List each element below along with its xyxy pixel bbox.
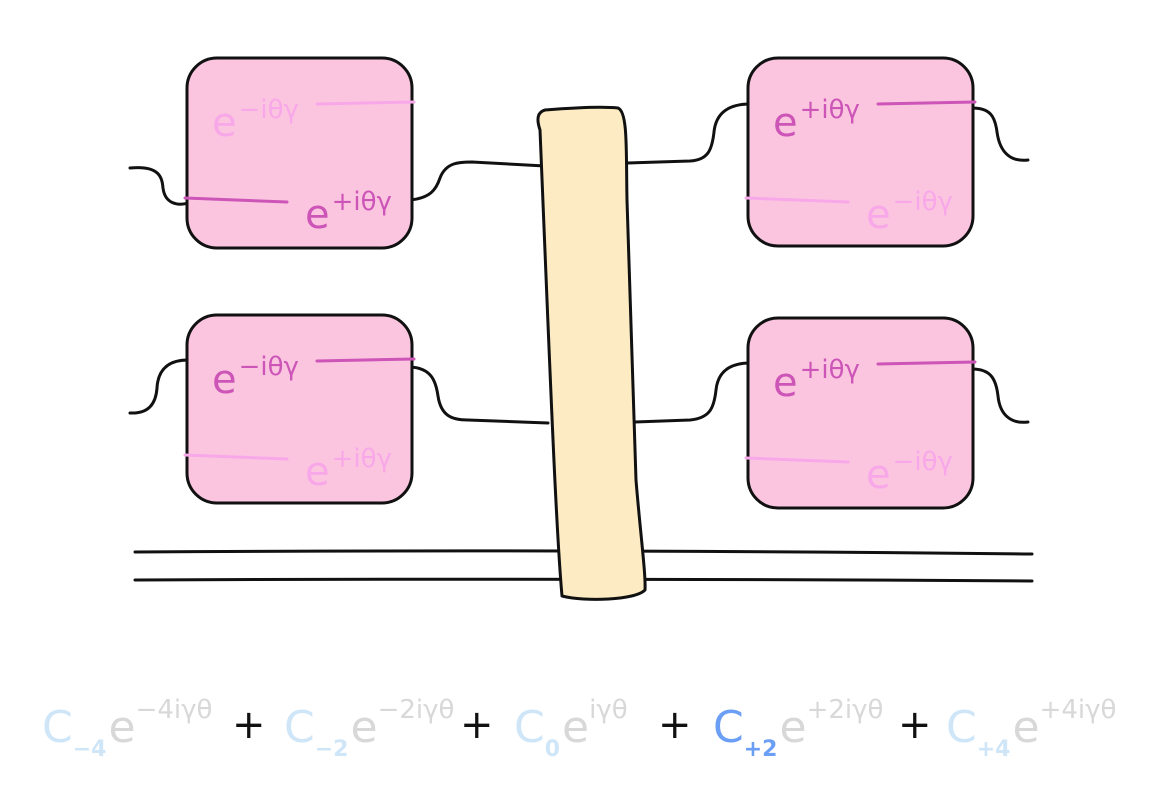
coefficient-subscript: 0 <box>545 737 560 762</box>
exponent: −2iγθ <box>378 695 455 725</box>
phase-label-bottom-base: e <box>866 452 891 498</box>
phase-label-top-exponent: −iθγ <box>239 95 299 125</box>
exponent: iγθ <box>589 695 628 725</box>
box-top-left-frame <box>185 56 414 250</box>
coefficient-subscript: +4 <box>977 737 1011 762</box>
phase-label-bottom-base: e <box>305 449 330 495</box>
phase-label-bottom-base: e <box>866 192 891 238</box>
coefficient-letter: C <box>713 702 744 753</box>
index-line-top <box>315 100 416 106</box>
phase-label-bottom-exponent: −iθγ <box>893 187 953 217</box>
exponential-base: e <box>108 702 135 753</box>
phase-label-top: e−iθγ <box>212 352 299 403</box>
phase-label-top: e+iθγ <box>773 355 860 406</box>
index-line-bottom <box>744 196 850 204</box>
phase-label-top-exponent: −iθγ <box>239 352 299 382</box>
phase-label-top: e+iθγ <box>773 95 860 146</box>
equation-term: C−2e−2iγθ <box>284 695 454 762</box>
exponential-base: e <box>1012 702 1039 753</box>
coefficient: C+2e+2iγθ <box>713 695 883 762</box>
phase-label-top-base: e <box>773 360 798 406</box>
phase-label-bottom: e−iθγ <box>866 447 953 498</box>
exponent: +2iγθ <box>807 695 884 725</box>
box-bottom-left-frame <box>185 313 414 505</box>
coefficient-letter: C <box>946 702 977 753</box>
exponential-base: e <box>779 702 806 753</box>
exponential-base: e <box>350 702 377 753</box>
phase-label-bottom: e+iθγ <box>305 187 392 238</box>
index-line-top <box>876 100 977 106</box>
equation-term: C+2e+2iγθ <box>713 695 883 762</box>
phase-label-top-base: e <box>773 100 798 146</box>
coefficient-letter: C <box>514 702 545 753</box>
index-line-bottom <box>744 456 850 464</box>
plus-sign: + <box>898 702 932 748</box>
index-line-top <box>315 357 416 363</box>
coefficient-letter: C <box>284 702 315 753</box>
connector-wires <box>128 102 1030 425</box>
plus-sign: + <box>460 702 494 748</box>
exponent: +4iγθ <box>1040 695 1117 725</box>
equation: C−4e−4iγθ C−2e−2iγθ C0eiγθ C+2e+2iγθ C+4e+4i… <box>42 695 1116 762</box>
coefficient: C+4e+4iγθ <box>946 695 1116 762</box>
index-line-top <box>876 360 977 366</box>
phase-label-top: e−iθγ <box>212 95 299 146</box>
plus-sign: + <box>658 702 692 748</box>
plus-sign: + <box>232 702 266 748</box>
phase-label-top-base: e <box>212 100 237 146</box>
index-line-bottom <box>183 196 289 204</box>
coefficient: C0eiγθ <box>514 695 628 762</box>
phase-label-bottom: e+iθγ <box>305 444 392 495</box>
phase-label-bottom-base: e <box>305 192 330 238</box>
phase-label-bottom-exponent: +iθγ <box>332 444 392 474</box>
coefficient-letter: C <box>42 702 73 753</box>
exponential-base: e <box>562 702 589 753</box>
coefficient-subscript: −2 <box>315 737 349 762</box>
coefficient: C−2e−2iγθ <box>284 695 454 762</box>
phase-label-bottom-exponent: −iθγ <box>893 447 953 477</box>
coefficient: C−4e−4iγθ <box>42 695 212 762</box>
phase-label-top-exponent: +iθγ <box>800 95 860 125</box>
phase-label-bottom-exponent: +iθγ <box>332 187 392 217</box>
index-line-bottom <box>183 453 289 461</box>
phase-label-top-base: e <box>212 357 237 403</box>
equation-term: C0eiγθ <box>514 695 628 762</box>
equation-term: C−4e−4iγθ <box>42 695 212 762</box>
coefficient-subscript: −4 <box>73 737 107 762</box>
equation-term: C+4e+4iγθ <box>946 695 1116 762</box>
box-bottom-right-frame <box>746 316 975 510</box>
box-top-right-frame <box>746 56 975 248</box>
phase-label-bottom: e−iθγ <box>866 187 953 238</box>
exponent: −4iγθ <box>136 695 213 725</box>
coefficient-subscript: +2 <box>744 737 778 762</box>
phase-label-top-exponent: +iθγ <box>800 355 860 385</box>
yellow-bar <box>536 105 647 601</box>
